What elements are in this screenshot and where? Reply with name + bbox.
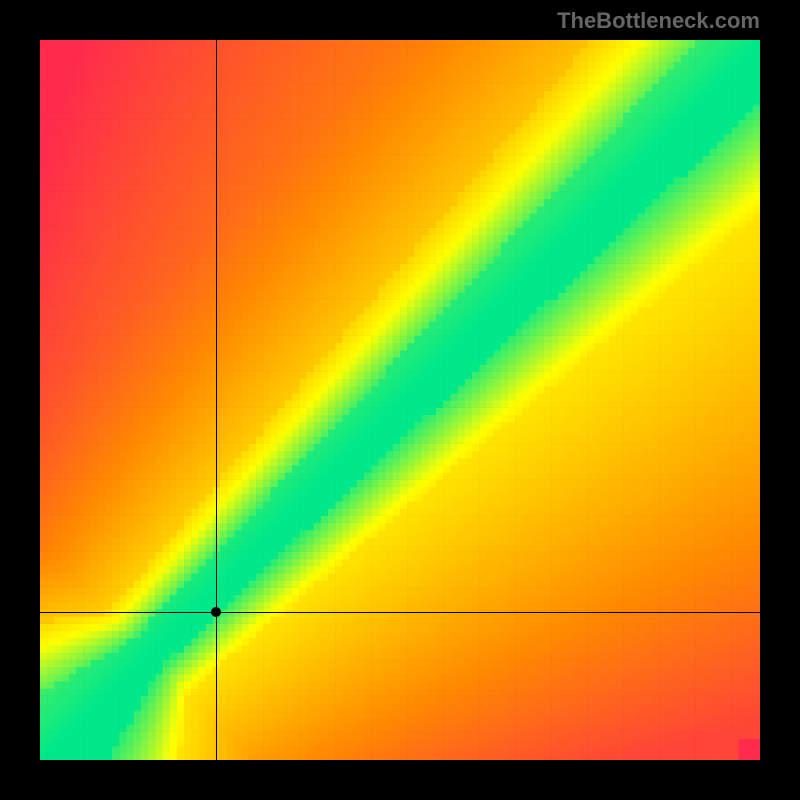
watermark-text: TheBottleneck.com <box>557 8 760 34</box>
heatmap-canvas <box>40 40 760 760</box>
plot-area <box>40 40 760 760</box>
crosshair-marker <box>211 607 221 617</box>
crosshair-horizontal <box>40 612 760 613</box>
crosshair-vertical <box>216 40 217 760</box>
chart-container: TheBottleneck.com <box>0 0 800 800</box>
